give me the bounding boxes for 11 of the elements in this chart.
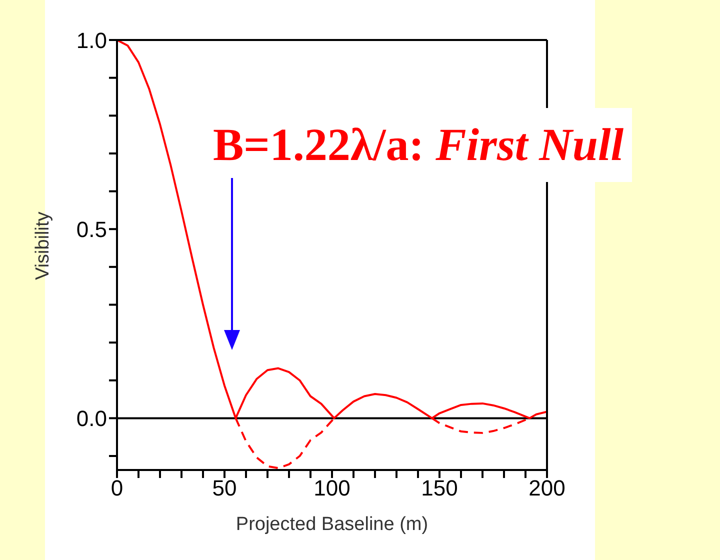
x-tick-label: 100 <box>314 476 350 501</box>
y-tick-label: 1.0 <box>76 28 107 53</box>
y-tick-label: 0.0 <box>76 406 107 431</box>
x-tick-label: 200 <box>528 476 566 501</box>
y-axis-title: Visibility <box>32 211 54 280</box>
x-axis-title: Projected Baseline (m) <box>236 514 428 535</box>
y-tick-label: 0.5 <box>76 216 107 242</box>
x-tick-label: 50 <box>212 476 237 501</box>
x-tick-label: 150 <box>421 476 458 501</box>
x-tick-label: 0 <box>110 476 124 501</box>
annotation: B=1.22λ/a: First Null <box>205 108 632 182</box>
